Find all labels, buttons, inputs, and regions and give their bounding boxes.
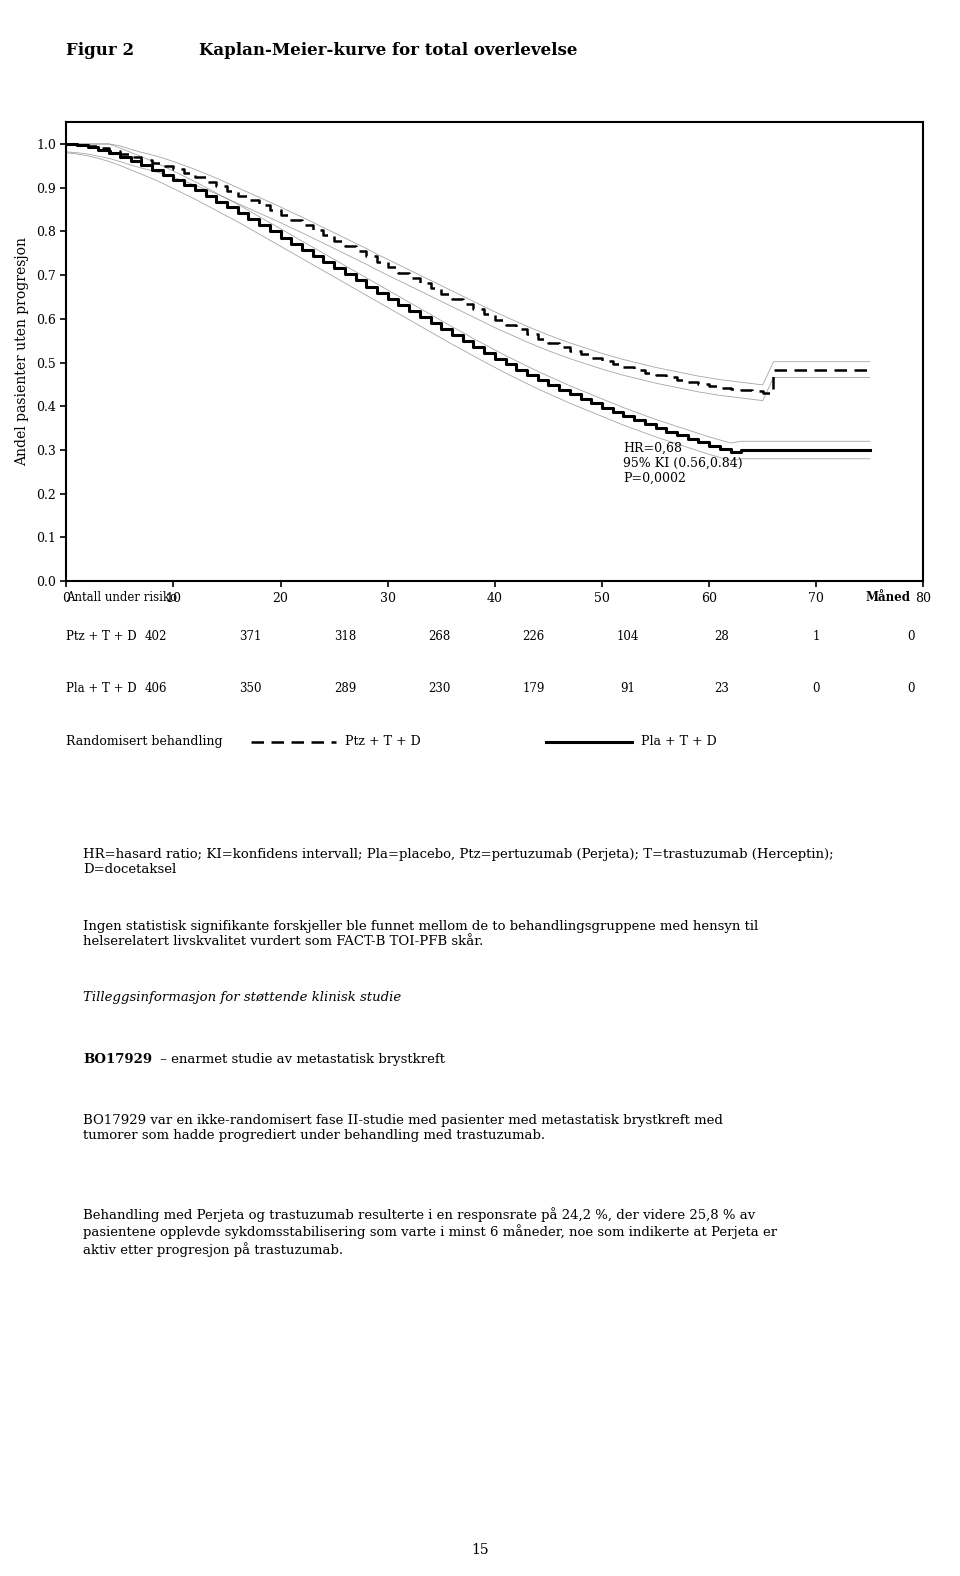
Text: 179: 179 [522,681,544,695]
Ptz + T + D [478,306,490,325]
Text: 0: 0 [812,681,820,695]
Text: 350: 350 [239,681,262,695]
Ptz + T + D [757,383,769,402]
Text: 268: 268 [428,630,450,643]
Text: 318: 318 [334,630,356,643]
Text: 0: 0 [907,681,914,695]
Text: – enarmet studie av metastatisk brystkreft: – enarmet studie av metastatisk brystkre… [156,1053,445,1065]
Pla + T + D [725,443,736,462]
Text: 226: 226 [522,630,544,643]
Text: Måned: Måned [866,591,911,604]
Ptz + T + D [864,361,876,380]
Text: Ingen statistisk signifikante forskjeller ble funnet mellom de to behandlingsgru: Ingen statistisk signifikante forskjelle… [84,919,758,947]
Text: BO17929 var en ikke-randomisert fase II-studie med pasienter med metastatisk bry: BO17929 var en ikke-randomisert fase II-… [84,1114,723,1141]
Pla + T + D [575,389,587,408]
Pla + T + D [596,399,608,418]
Text: Ptz + T + D: Ptz + T + D [66,630,137,643]
Text: Pla + T + D: Pla + T + D [66,681,137,695]
Line: Pla + T + D: Pla + T + D [66,143,870,452]
Pla + T + D [60,134,72,153]
Text: HR=hasard ratio; KI=konfidens intervall; Pla=placebo, Ptz=pertuzumab (Perjeta); : HR=hasard ratio; KI=konfidens intervall;… [84,848,834,876]
Text: 1: 1 [813,630,820,643]
Y-axis label: Andel pasienter uten progresjon: Andel pasienter uten progresjon [15,236,29,466]
Text: Kaplan-Meier-kurve for total overlevelse: Kaplan-Meier-kurve for total overlevelse [199,43,578,58]
Text: 15: 15 [471,1543,489,1557]
Text: BO17929: BO17929 [84,1053,153,1065]
Text: Behandling med Perjeta og trastuzumab resulterte i en responsrate på 24,2 %, der: Behandling med Perjeta og trastuzumab re… [84,1207,778,1256]
Ptz + T + D [704,377,715,396]
Text: 230: 230 [428,681,450,695]
Text: Antall under risiko: Antall under risiko [66,591,178,604]
Ptz + T + D [575,345,587,364]
Text: 402: 402 [145,630,167,643]
Text: 23: 23 [714,681,730,695]
Text: Figur 2: Figur 2 [66,43,134,58]
Text: 91: 91 [620,681,636,695]
Text: 104: 104 [616,630,639,643]
Ptz + T + D [339,236,350,255]
Text: HR=0,68
95% KI (0.56,0.84)
P=0,0002: HR=0,68 95% KI (0.56,0.84) P=0,0002 [623,441,743,485]
Ptz + T + D [60,134,72,153]
Text: 371: 371 [239,630,262,643]
Text: Ptz + T + D: Ptz + T + D [345,736,420,749]
Pla + T + D [864,441,876,460]
Text: 0: 0 [907,630,914,643]
Text: 406: 406 [145,681,167,695]
Text: Randomisert behandling: Randomisert behandling [66,736,223,749]
Pla + T + D [339,265,350,284]
Pla + T + D [478,344,490,362]
Text: 289: 289 [334,681,356,695]
Pla + T + D [135,156,147,175]
Line: Ptz + T + D: Ptz + T + D [66,143,870,392]
Text: Tilleggsinformasjon for støttende klinisk studie: Tilleggsinformasjon for støttende klinis… [84,991,401,1004]
Ptz + T + D [135,151,147,170]
Pla + T + D [704,437,715,455]
Text: Pla + T + D: Pla + T + D [640,736,716,749]
Ptz + T + D [596,351,608,370]
Text: 28: 28 [714,630,730,643]
